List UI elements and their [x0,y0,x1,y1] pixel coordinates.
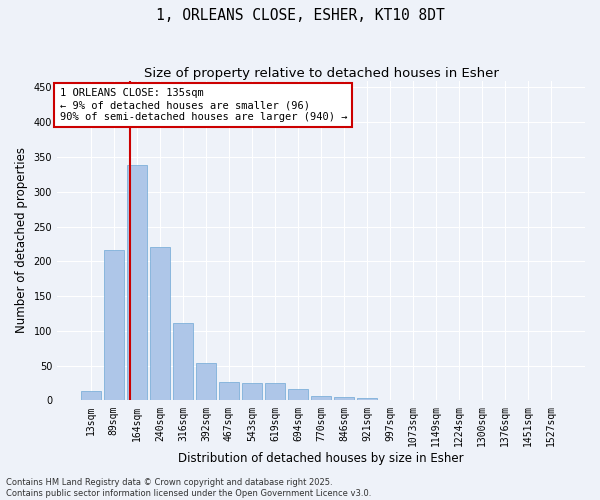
Bar [357,398,377,400]
Y-axis label: Number of detached properties: Number of detached properties [15,148,28,334]
Bar [127,166,146,400]
Bar [242,383,262,400]
Bar [173,322,193,400]
Text: Contains HM Land Registry data © Crown copyright and database right 2025.
Contai: Contains HM Land Registry data © Crown c… [6,478,371,498]
Bar [150,248,170,400]
Bar [334,397,354,400]
X-axis label: Distribution of detached houses by size in Esher: Distribution of detached houses by size … [178,452,464,465]
Bar [104,250,124,400]
Bar [311,396,331,400]
Bar [219,382,239,400]
Text: 1, ORLEANS CLOSE, ESHER, KT10 8DT: 1, ORLEANS CLOSE, ESHER, KT10 8DT [155,8,445,22]
Title: Size of property relative to detached houses in Esher: Size of property relative to detached ho… [143,68,499,80]
Bar [196,363,216,401]
Bar [288,390,308,400]
Bar [81,390,101,400]
Text: 1 ORLEANS CLOSE: 135sqm
← 9% of detached houses are smaller (96)
90% of semi-det: 1 ORLEANS CLOSE: 135sqm ← 9% of detached… [59,88,347,122]
Bar [265,383,285,400]
